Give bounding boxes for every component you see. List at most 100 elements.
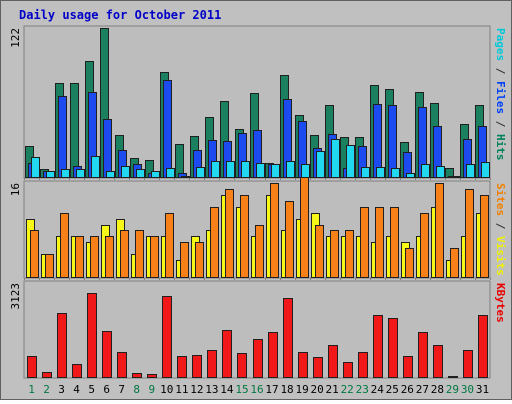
bar-pages-day-11 bbox=[181, 176, 190, 178]
x-tick-label-day-9: 9 bbox=[148, 383, 155, 396]
bar-sites-day-2 bbox=[45, 254, 54, 278]
legend-item-visits-0: Sites bbox=[494, 183, 507, 216]
x-tick-label-day-19: 19 bbox=[295, 383, 308, 396]
bar-pages-day-9 bbox=[151, 171, 160, 178]
bar-kbytes-day-5 bbox=[87, 293, 97, 378]
x-tick-label-day-4: 4 bbox=[73, 383, 80, 396]
bar-kbytes-day-31 bbox=[478, 315, 488, 378]
x-tick-label-day-1: 1 bbox=[28, 383, 35, 396]
bar-kbytes-day-10 bbox=[162, 296, 172, 378]
bar-pages-day-20 bbox=[316, 151, 325, 178]
bar-sites-day-9 bbox=[150, 236, 159, 278]
series-pages bbox=[31, 139, 490, 178]
bar-sites-day-19 bbox=[300, 177, 309, 278]
x-tick-label-day-10: 10 bbox=[160, 383, 173, 396]
bar-sites-day-5 bbox=[90, 236, 99, 278]
bar-pages-day-21 bbox=[331, 139, 340, 178]
bar-kbytes-day-26 bbox=[403, 356, 413, 378]
x-tick-label-day-27: 27 bbox=[416, 383, 429, 396]
x-tick-label-day-28: 28 bbox=[431, 383, 444, 396]
bar-pages-day-27 bbox=[421, 164, 430, 178]
bar-sites-day-21 bbox=[330, 230, 339, 278]
x-tick-label-day-15: 15 bbox=[235, 383, 248, 396]
panel-visits: 16 Sites / Visits bbox=[9, 177, 507, 280]
x-tick-label-day-18: 18 bbox=[280, 383, 293, 396]
panel-hits-ymax-label: 122 bbox=[9, 28, 22, 48]
chart-title: Daily usage for October 2011 bbox=[19, 8, 221, 22]
bar-pages-day-3 bbox=[61, 169, 70, 178]
bar-kbytes-day-24 bbox=[373, 315, 383, 378]
bar-sites-day-15 bbox=[240, 195, 249, 278]
x-tick-label-day-11: 11 bbox=[175, 383, 188, 396]
bar-kbytes-day-19 bbox=[298, 352, 308, 378]
bar-pages-day-28 bbox=[436, 166, 445, 178]
bar-kbytes-day-16 bbox=[253, 339, 263, 378]
bar-sites-day-11 bbox=[180, 242, 189, 278]
bar-sites-day-8 bbox=[135, 230, 144, 278]
bar-kbytes-day-2 bbox=[42, 372, 52, 378]
bar-files-day-6 bbox=[103, 119, 112, 178]
bar-sites-day-20 bbox=[315, 225, 324, 278]
bar-pages-day-15 bbox=[241, 161, 250, 178]
bar-pages-day-23 bbox=[361, 167, 370, 178]
bar-kbytes-day-12 bbox=[192, 355, 202, 378]
x-tick-label-day-12: 12 bbox=[190, 383, 203, 396]
panel-visits-legend: Sites / Visits bbox=[494, 183, 507, 276]
bar-pages-day-8 bbox=[136, 169, 145, 178]
bar-kbytes-day-18 bbox=[283, 298, 293, 378]
x-tick-label-day-5: 5 bbox=[88, 383, 95, 396]
bar-kbytes-day-15 bbox=[237, 353, 247, 378]
bar-kbytes-day-1 bbox=[27, 356, 37, 378]
bar-pages-day-25 bbox=[391, 168, 400, 178]
bar-sites-day-7 bbox=[120, 230, 129, 278]
bar-sites-day-30 bbox=[465, 189, 474, 278]
x-tick-label-day-21: 21 bbox=[326, 383, 339, 396]
bar-files-day-25 bbox=[388, 105, 397, 178]
bar-pages-day-22 bbox=[346, 145, 355, 178]
bar-pages-day-6 bbox=[106, 171, 115, 178]
bar-sites-day-31 bbox=[480, 195, 489, 278]
bar-kbytes-day-17 bbox=[268, 332, 278, 378]
bar-sites-day-26 bbox=[405, 248, 414, 278]
bar-hits-day-4 bbox=[70, 83, 79, 178]
bar-pages-day-18 bbox=[286, 161, 295, 178]
legend-item-visits-2: Visits bbox=[494, 236, 507, 276]
legend-item-hits-3: / bbox=[494, 114, 507, 134]
bar-hits-day-11 bbox=[175, 144, 184, 178]
bar-pages-day-10 bbox=[166, 168, 175, 178]
bar-pages-day-24 bbox=[376, 167, 385, 178]
bar-kbytes-day-6 bbox=[102, 331, 112, 378]
legend-item-hits-4: Hits bbox=[494, 134, 507, 161]
bar-sites-day-18 bbox=[285, 201, 294, 278]
bar-pages-day-29 bbox=[451, 176, 460, 178]
bar-kbytes-day-28 bbox=[433, 345, 443, 378]
bar-kbytes-day-13 bbox=[207, 350, 217, 378]
bar-kbytes-day-23 bbox=[358, 352, 368, 378]
bar-pages-day-13 bbox=[211, 161, 220, 178]
bar-kbytes-day-25 bbox=[388, 318, 398, 378]
chart-panels: 122 Pages / Files / Hits 16 Sites / Visits 3… bbox=[9, 25, 507, 379]
panel-visits-ymax-label: 16 bbox=[9, 183, 22, 196]
x-tick-label-day-24: 24 bbox=[371, 383, 385, 396]
bar-pages-day-1 bbox=[31, 157, 40, 178]
bar-pages-day-19 bbox=[301, 164, 310, 178]
bar-pages-day-30 bbox=[466, 164, 475, 178]
bar-kbytes-day-30 bbox=[463, 350, 473, 378]
x-tick-label-day-8: 8 bbox=[133, 383, 140, 396]
bar-kbytes-day-3 bbox=[57, 313, 67, 378]
bar-sites-day-17 bbox=[270, 183, 279, 278]
x-tick-label-day-6: 6 bbox=[103, 383, 110, 396]
bar-sites-day-22 bbox=[345, 230, 354, 278]
bar-sites-day-24 bbox=[375, 207, 384, 278]
bar-sites-day-29 bbox=[450, 248, 459, 278]
x-tick-label-day-23: 23 bbox=[356, 383, 369, 396]
x-tick-label-day-31: 31 bbox=[476, 383, 489, 396]
bar-kbytes-day-20 bbox=[313, 357, 323, 378]
bar-files-day-3 bbox=[58, 96, 67, 178]
bar-kbytes-day-9 bbox=[147, 374, 157, 378]
bar-pages-day-16 bbox=[256, 163, 265, 178]
bar-sites-day-13 bbox=[210, 207, 219, 278]
x-tick-label-day-17: 17 bbox=[265, 383, 278, 396]
bar-sites-day-3 bbox=[60, 213, 69, 278]
